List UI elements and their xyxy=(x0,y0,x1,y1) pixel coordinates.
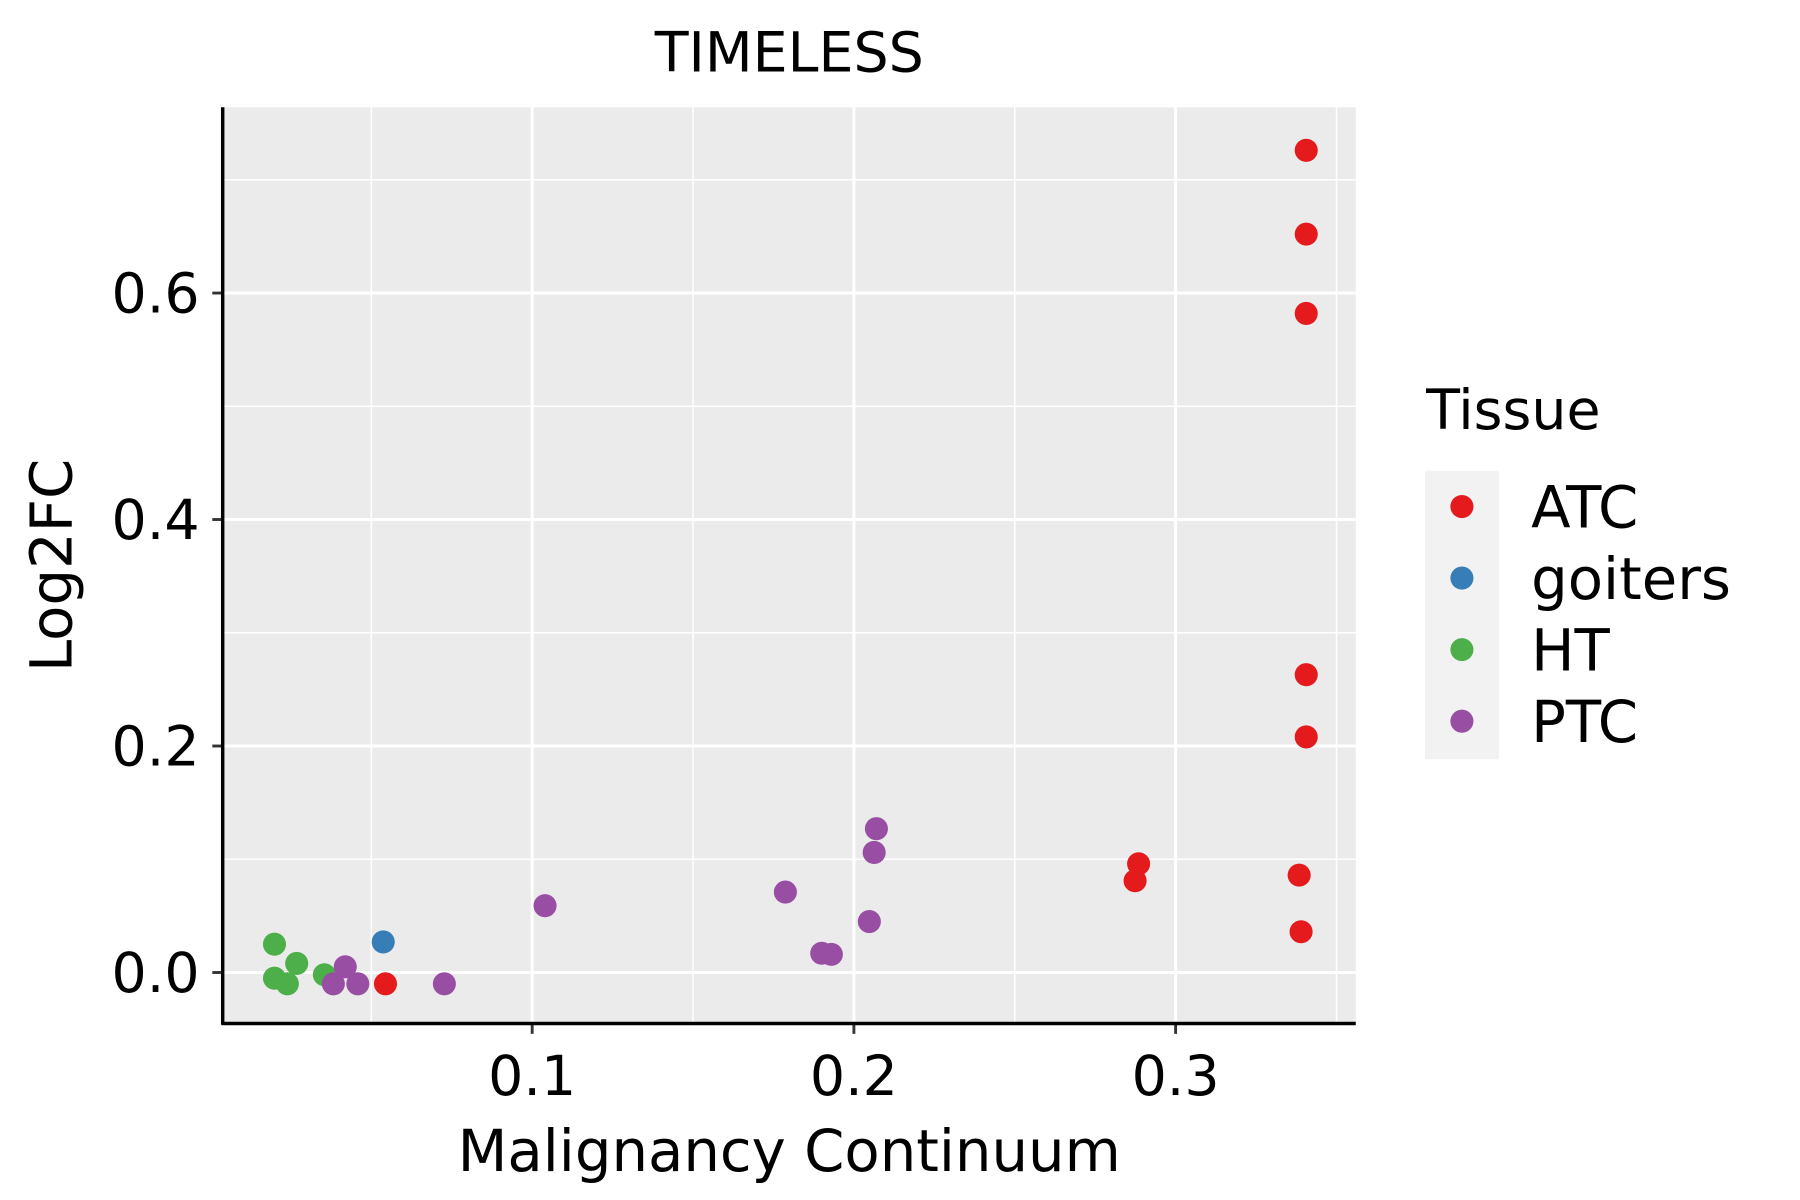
point-ptc xyxy=(321,972,345,996)
point-atc xyxy=(1123,869,1147,893)
point-ptc xyxy=(773,880,797,904)
legend-label-atc: ATC xyxy=(1531,473,1638,541)
point-atc xyxy=(1294,725,1318,749)
grid-lines xyxy=(222,107,1356,1024)
point-atc xyxy=(1287,863,1311,887)
plot-panel xyxy=(222,107,1356,1024)
axis-ticks: 0.1 0.2 0.3 0.0 0.2 0.4 0.6 xyxy=(112,263,1220,1109)
point-ptc xyxy=(819,942,843,966)
legend-key-ptc xyxy=(1450,709,1474,733)
y-tick-label: 0.0 xyxy=(112,942,200,1006)
x-tick-label: 0.2 xyxy=(810,1045,898,1109)
point-ht xyxy=(275,972,299,996)
legend-label-goiters: goiters xyxy=(1531,545,1731,613)
point-ptc xyxy=(864,817,888,841)
y-tick-label: 0.6 xyxy=(112,263,200,327)
legend-title: Tissue xyxy=(1425,379,1600,443)
point-atc xyxy=(373,972,398,996)
legend-key-atc xyxy=(1450,495,1474,519)
point-ht xyxy=(262,932,287,956)
point-atc xyxy=(1294,663,1318,687)
x-axis-title: Malignancy Continuum xyxy=(458,1117,1121,1185)
point-atc xyxy=(1289,920,1313,944)
legend-label-ptc: PTC xyxy=(1531,688,1638,756)
y-axis-title: Log2FC xyxy=(18,459,86,672)
point-ptc xyxy=(333,955,357,979)
y-tick-label: 0.4 xyxy=(112,489,200,553)
y-tick-label: 0.2 xyxy=(112,716,200,780)
point-atc xyxy=(1294,301,1318,325)
point-ptc xyxy=(432,972,456,996)
x-tick-label: 0.1 xyxy=(488,1045,576,1109)
legend-key-ht xyxy=(1450,638,1474,662)
point-ht xyxy=(285,951,309,975)
point-atc xyxy=(1294,222,1318,246)
point-atc xyxy=(1294,138,1318,162)
legend-label-ht: HT xyxy=(1531,616,1610,684)
point-ptc xyxy=(862,840,886,864)
chart-title: TIMELESS xyxy=(654,22,924,86)
point-ptc xyxy=(857,910,881,934)
x-tick-label: 0.3 xyxy=(1132,1045,1220,1109)
data-points xyxy=(262,138,1318,996)
point-ptc xyxy=(346,972,370,996)
point-ptc xyxy=(533,894,557,918)
point-goiters xyxy=(371,930,395,954)
legend-key-goiters xyxy=(1450,566,1474,590)
